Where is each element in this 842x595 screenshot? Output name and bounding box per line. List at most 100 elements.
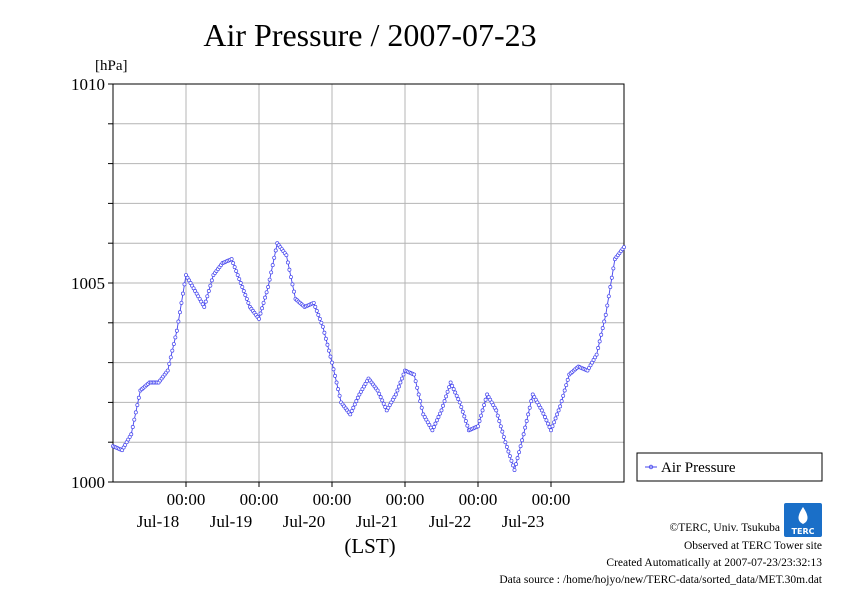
data-point	[430, 428, 435, 433]
data-point	[209, 278, 214, 283]
data-point	[285, 260, 290, 265]
data-point	[328, 354, 333, 359]
data-point	[237, 277, 242, 281]
data-point	[181, 291, 185, 296]
data-point	[558, 404, 563, 409]
data-point	[238, 281, 243, 285]
data-point	[129, 432, 134, 437]
x-tick-date: Jul-18	[137, 512, 180, 531]
data-point	[436, 415, 441, 419]
data-point	[393, 392, 398, 397]
data-point	[316, 312, 321, 317]
data-point	[380, 398, 385, 403]
data-point	[168, 355, 173, 360]
data-point	[327, 348, 331, 353]
data-point	[381, 401, 386, 406]
data-point	[284, 253, 289, 258]
x-tick-date: Jul-23	[502, 512, 545, 531]
x-tick-time: 00:00	[386, 490, 425, 509]
x-tick-date: Jul-19	[210, 512, 253, 531]
data-point	[462, 414, 467, 419]
data-point	[482, 403, 487, 407]
data-point	[438, 411, 442, 416]
data-point	[325, 342, 330, 347]
data-point	[331, 367, 336, 372]
data-point	[456, 397, 461, 402]
legend-box	[636, 452, 823, 482]
data-point	[208, 283, 213, 288]
data-point	[267, 277, 272, 282]
data-point	[330, 360, 334, 365]
data-point	[445, 389, 450, 394]
data-point	[206, 289, 211, 293]
data-point	[606, 294, 611, 299]
data-point	[173, 335, 178, 340]
data-point	[314, 308, 319, 313]
data-point	[165, 368, 170, 373]
data-point	[415, 385, 420, 390]
data-point	[412, 372, 417, 377]
data-point	[290, 282, 295, 287]
legend-label: Air Pressure	[661, 460, 736, 476]
data-point	[229, 257, 234, 262]
data-point	[605, 303, 610, 308]
data-point	[602, 319, 607, 324]
credit-copyright: ©TERC, Univ. Tsukuba	[670, 522, 780, 534]
data-point	[442, 399, 447, 404]
y-axis-label: [hPa]	[95, 58, 128, 74]
data-point	[608, 285, 613, 289]
data-point	[444, 394, 449, 399]
data-point	[257, 316, 261, 321]
data-point	[501, 434, 506, 439]
legend: Air Pressure	[636, 452, 823, 482]
data-point	[521, 432, 526, 437]
data-point	[170, 348, 175, 353]
data-point	[539, 408, 544, 413]
data-point	[287, 267, 292, 272]
credit-created: Created Automatically at 2007-07-23/23:3…	[606, 557, 822, 569]
data-point	[465, 423, 470, 428]
data-point	[244, 296, 249, 301]
data-point	[500, 429, 505, 434]
data-point	[375, 388, 380, 393]
terc-logo: TERC	[784, 503, 822, 537]
data-point	[555, 412, 560, 417]
data-point	[594, 352, 599, 357]
data-point	[542, 415, 547, 419]
data-point	[450, 383, 455, 388]
data-point	[313, 304, 318, 309]
data-point	[483, 397, 488, 402]
data-point	[552, 420, 556, 425]
data-point	[448, 380, 453, 385]
data-point	[476, 424, 480, 429]
series-air-pressure	[111, 241, 626, 473]
data-point	[565, 377, 570, 382]
data-point	[441, 403, 445, 408]
data-point	[434, 418, 439, 423]
data-point	[395, 388, 400, 393]
data-point	[457, 400, 462, 405]
data-point	[292, 289, 296, 294]
data-point	[523, 425, 528, 430]
data-point	[133, 410, 138, 415]
data-point	[512, 468, 517, 473]
data-point	[454, 393, 459, 398]
data-point	[527, 405, 532, 410]
data-point	[205, 294, 210, 299]
data-point	[553, 416, 558, 421]
data-point	[378, 395, 383, 400]
data-point	[176, 319, 181, 324]
grid	[113, 84, 624, 482]
data-point	[240, 285, 245, 289]
data-point	[463, 419, 468, 423]
y-tick-label: 1010	[71, 75, 105, 94]
data-point	[263, 295, 268, 300]
data-point	[241, 289, 246, 293]
data-point	[497, 419, 502, 423]
data-point	[494, 408, 499, 413]
data-point	[260, 306, 264, 311]
data-point	[171, 342, 176, 346]
x-axis-label: (LST)	[344, 534, 395, 558]
data-point	[603, 312, 608, 317]
data-point	[182, 282, 187, 287]
